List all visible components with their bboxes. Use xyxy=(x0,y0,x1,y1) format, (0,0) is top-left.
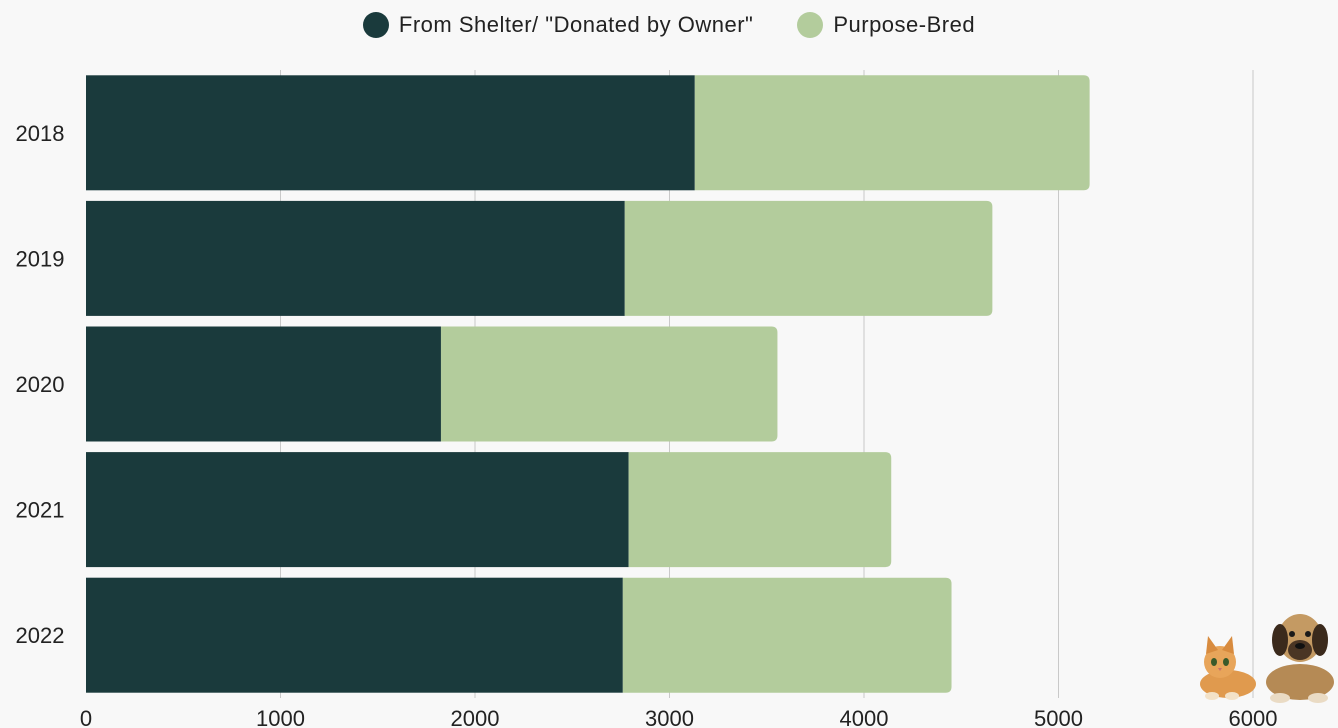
bar-2019-series-0 xyxy=(86,200,625,316)
x-tick-label-0: 0 xyxy=(80,706,92,728)
legend-item-shelter: From Shelter/ "Donated by Owner" xyxy=(362,12,754,38)
bar-2018-series-0 xyxy=(86,75,695,191)
legend-label-shelter: From Shelter/ "Donated by Owner" xyxy=(398,12,754,37)
legend-label-purpose-bred: Purpose-Bred xyxy=(833,12,976,37)
cat-icon xyxy=(1200,636,1256,700)
legend-item-purpose-bred: Purpose-Bred xyxy=(797,12,975,38)
x-tick-label-2000: 2000 xyxy=(451,706,500,728)
bar-2020-series-0 xyxy=(86,326,441,442)
bar-2020-series-1 xyxy=(440,326,778,442)
x-tick-label-5000: 5000 xyxy=(1034,706,1083,728)
bar-2022-series-0 xyxy=(86,577,623,693)
dog-icon xyxy=(1266,614,1334,703)
legend: From Shelter/ "Donated by Owner" Purpose… xyxy=(0,8,1338,42)
x-tick-label-6000: 6000 xyxy=(1229,706,1278,728)
y-tick-label-2019: 2019 xyxy=(16,246,65,271)
y-tick-label-2022: 2022 xyxy=(16,623,65,648)
bar-2018-series-1 xyxy=(694,75,1090,191)
x-tick-label-3000: 3000 xyxy=(645,706,694,728)
x-tick-label-4000: 4000 xyxy=(840,706,889,728)
x-tick-label-1000: 1000 xyxy=(256,706,305,728)
bar-2021-series-1 xyxy=(628,452,892,568)
y-tick-label-2018: 2018 xyxy=(16,121,65,146)
y-tick-label-2021: 2021 xyxy=(16,498,65,523)
legend-swatch-purpose-bred xyxy=(797,12,824,38)
bar-2022-series-1 xyxy=(622,577,952,693)
bar-2019-series-1 xyxy=(624,200,993,316)
y-tick-label-2020: 2020 xyxy=(16,372,65,397)
legend-swatch-shelter xyxy=(362,12,389,38)
cat-and-dog-icon xyxy=(1200,614,1334,703)
bar-2021-series-0 xyxy=(86,452,629,568)
